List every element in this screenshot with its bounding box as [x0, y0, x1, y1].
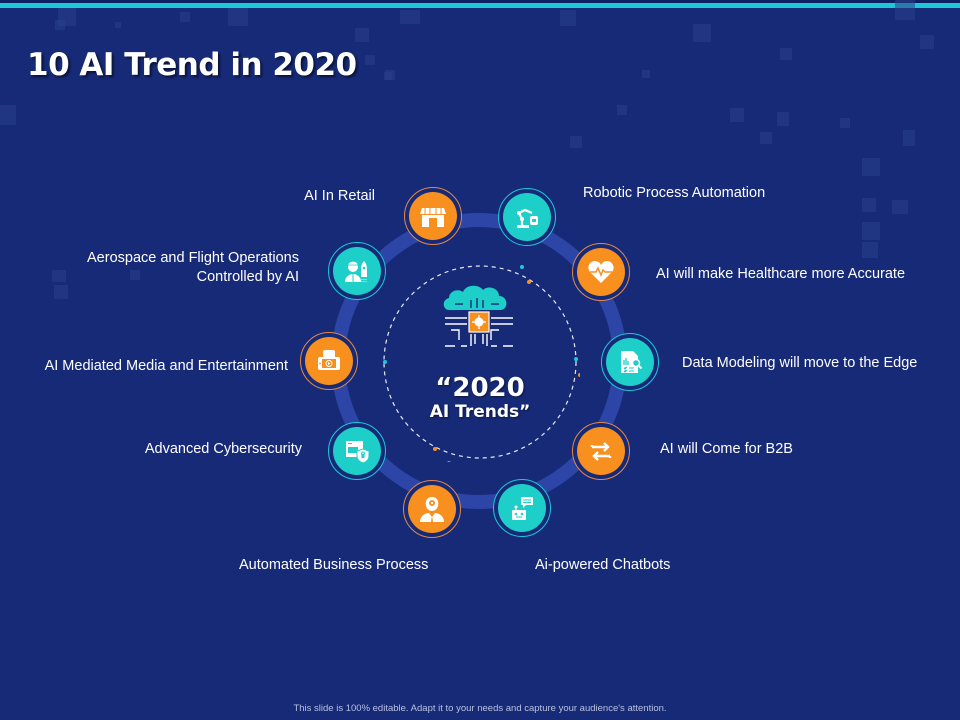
trend-label-aerospace-line1: Aerospace and Flight Operations [87, 250, 299, 266]
cloud-chip-icon [443, 285, 513, 347]
trend-label-business-process: Automated Business Process [239, 557, 429, 573]
store-icon [420, 208, 446, 227]
trend-label-data-modeling: Data Modeling will move to the Edge [682, 355, 918, 371]
trend-label-cybersecurity: Advanced Cybersecurity [144, 441, 302, 457]
trend-label-robotic-process-automation: Robotic Process Automation [583, 185, 766, 201]
trend-node-retail[interactable] [404, 187, 462, 245]
pilot-rocket-icon [345, 260, 367, 283]
businessman-gear-icon [420, 497, 444, 522]
trend-label-aerospace: Aerospace and Flight Operations Controll… [87, 249, 299, 287]
trend-node-data-modeling[interactable] [601, 333, 659, 391]
dashed-inner-circle [383, 265, 580, 462]
trend-node-media-entertainment[interactable] [300, 332, 358, 390]
trend-label-b2b: AI will Come for B2B [660, 441, 793, 457]
trend-label-aerospace-line2: Controlled by AI [196, 269, 299, 285]
heart-pulse-icon [588, 261, 614, 283]
trend-node-robotic-process-automation[interactable] [498, 188, 556, 246]
top-accent-line [0, 3, 960, 8]
trend-label-chatbots: Ai-powered Chatbots [535, 557, 671, 573]
trend-node-cybersecurity[interactable] [328, 422, 386, 480]
trend-node-b2b[interactable] [572, 422, 630, 480]
secure-laptop-icon [346, 441, 370, 464]
trend-node-aerospace[interactable] [328, 242, 386, 300]
trend-label-media-entertainment: AI Mediated Media and Entertainment [44, 358, 288, 374]
mobile-video-icon [318, 350, 340, 370]
robot-arm-icon [517, 208, 538, 228]
data-report-icon [621, 351, 643, 373]
trend-label-retail: AI In Retail [304, 188, 375, 204]
center-year: “2020 [435, 373, 525, 403]
footer-note: This slide is 100% editable. Adapt it to… [293, 703, 667, 714]
center-subtitle: AI Trends” [429, 402, 531, 422]
top-bar [0, 0, 960, 3]
chatbot-icon [512, 497, 533, 520]
trend-label-healthcare: AI will make Healthcare more Accurate [656, 266, 906, 282]
trend-node-healthcare[interactable] [572, 243, 630, 301]
exchange-arrows-icon [590, 442, 612, 461]
page-title: 10 AI Trend in 2020 [27, 46, 357, 83]
trend-node-chatbots[interactable] [493, 479, 551, 537]
trend-node-business-process[interactable] [403, 480, 461, 538]
